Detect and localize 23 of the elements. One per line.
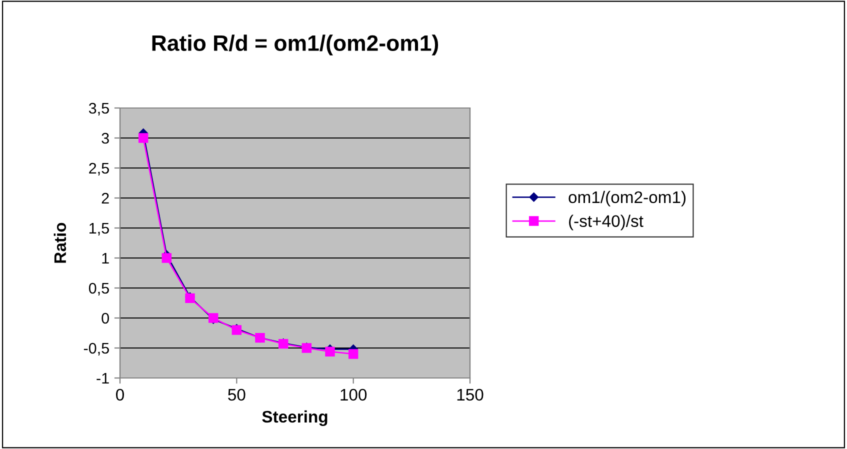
chart-title: Ratio R/d = om1/(om2-om1) xyxy=(152,34,438,56)
x-tick-label: 150 xyxy=(457,388,484,401)
y-tick-label: 0 xyxy=(102,312,109,324)
point xyxy=(348,349,358,359)
y-tick-label: 1 xyxy=(102,253,109,264)
point xyxy=(138,133,148,143)
legend-label: (-st+40)/st xyxy=(569,214,644,230)
y-tick-label: 2 xyxy=(102,192,109,204)
y-axis-title: Ratio xyxy=(54,222,66,263)
y-tick-label: 3,5 xyxy=(88,102,109,116)
y-tick-label: 2,5 xyxy=(89,162,109,176)
x-tick-label: 100 xyxy=(340,388,367,401)
y-tick-label: -0,5 xyxy=(84,342,109,356)
y-tick-label: -1 xyxy=(96,373,109,384)
y-tick-label: 1,5 xyxy=(90,223,109,236)
y-tick-label: 3 xyxy=(102,132,109,144)
y-tick-label: 0,5 xyxy=(88,282,109,296)
x-tick-label: 0 xyxy=(116,388,124,401)
x-tick-label: 50 xyxy=(228,388,246,401)
x-axis-title: Steering xyxy=(262,410,328,426)
legend-label: om1/(om2-om1) xyxy=(568,190,686,206)
point xyxy=(325,346,335,356)
point xyxy=(162,253,172,263)
